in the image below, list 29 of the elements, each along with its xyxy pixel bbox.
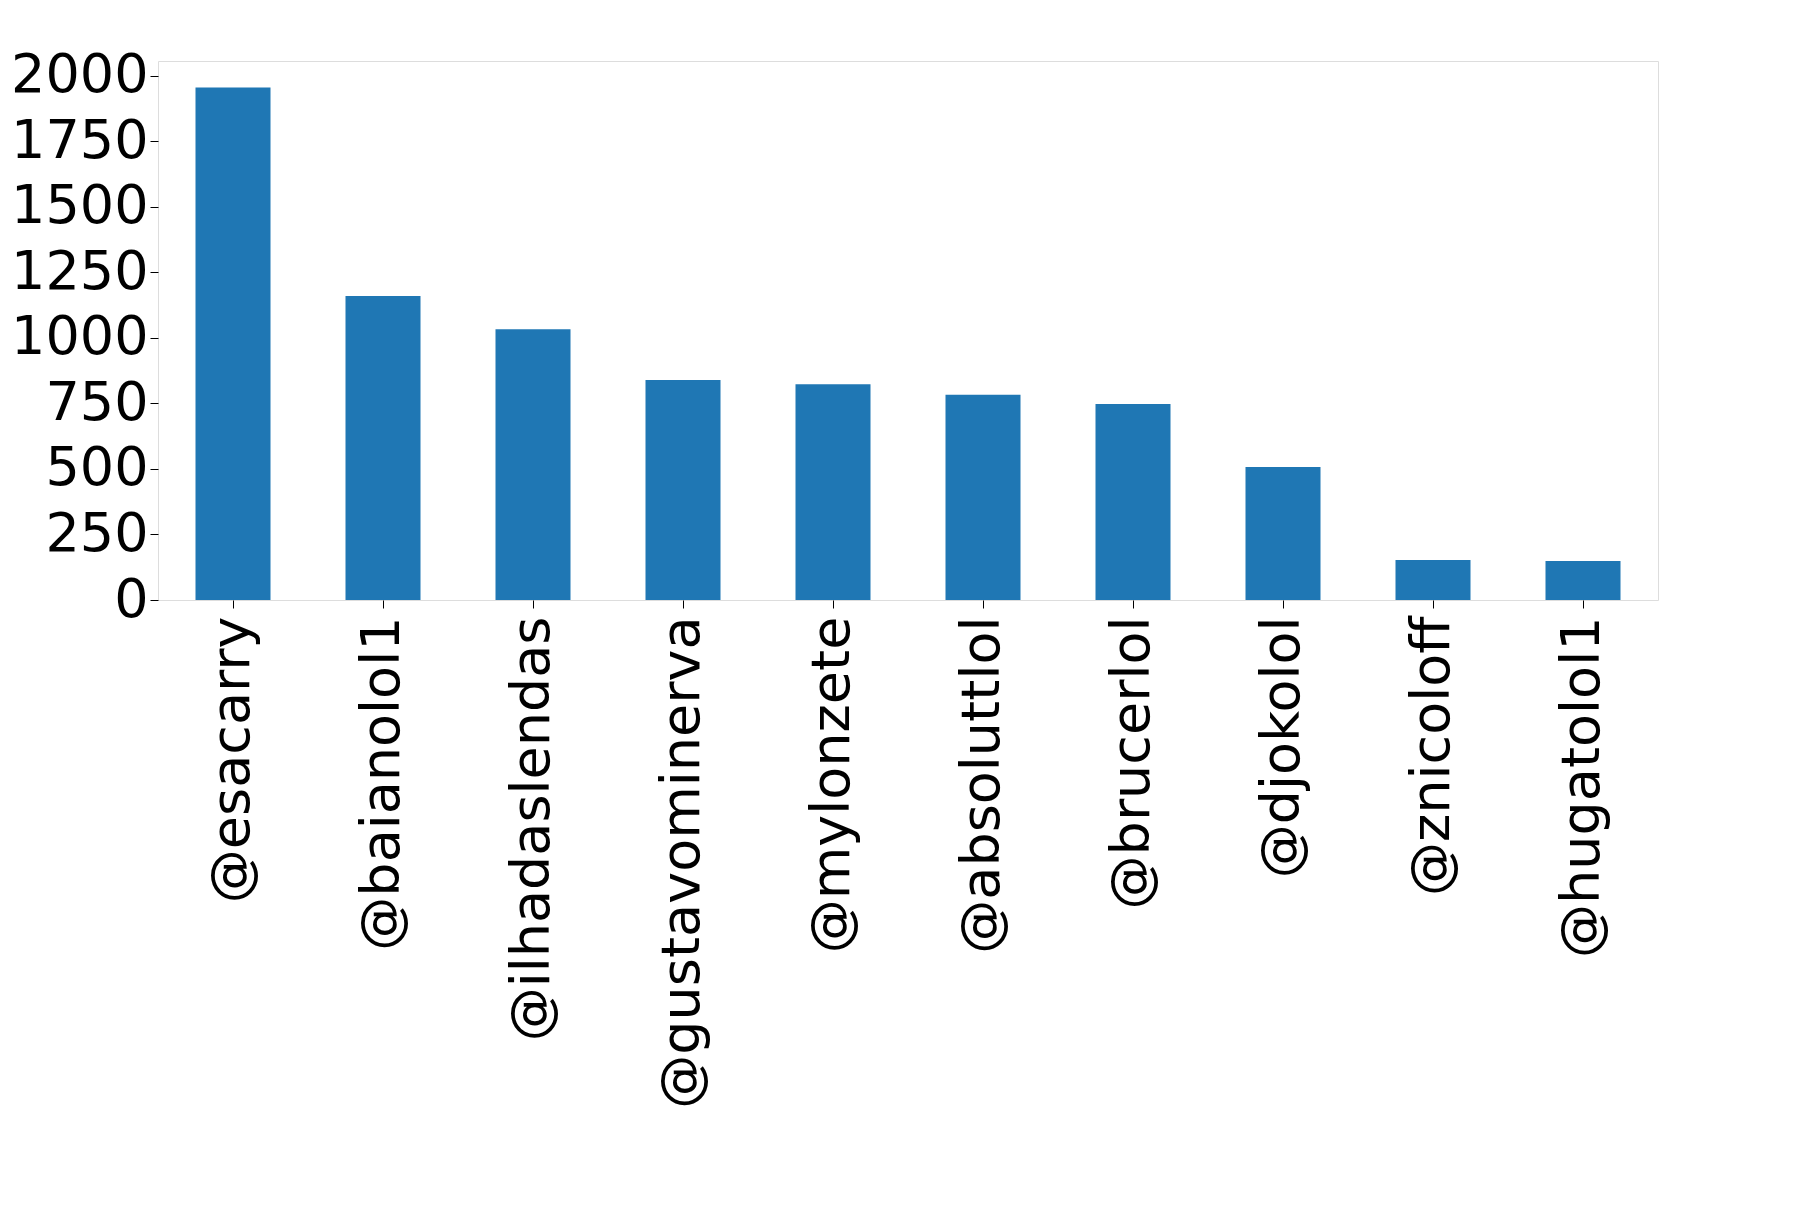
y-tick-label: 2000	[11, 42, 149, 106]
x-tick-label: @absoluttlol	[949, 616, 1012, 954]
y-tick-label: 1750	[11, 107, 149, 171]
x-tick-label: @znicoloff	[1399, 614, 1462, 897]
x-tick-label: @hugatolol1	[1549, 616, 1612, 958]
bar	[495, 329, 571, 600]
bar	[795, 384, 871, 600]
x-tick-label: @brucerlol	[1099, 616, 1162, 910]
bar	[1395, 559, 1471, 600]
y-tick-label: 250	[45, 500, 149, 564]
bar	[1245, 466, 1321, 600]
bar	[195, 87, 271, 600]
x-tick-label: @gustavominerva	[649, 616, 712, 1109]
bar	[1545, 560, 1621, 600]
y-tick-label: 1500	[11, 173, 149, 237]
bar	[645, 379, 721, 600]
x-tick-label: @baianolol1	[349, 616, 412, 951]
y-tick-label: 0	[114, 566, 149, 630]
x-tick-label: @esacarry	[199, 616, 262, 904]
y-tick-label: 500	[45, 435, 149, 499]
bar	[345, 296, 421, 600]
y-tick-label: 750	[45, 369, 149, 433]
bar	[945, 394, 1021, 600]
x-tick-label: @djokolol	[1249, 616, 1312, 879]
x-tick-label: @ilhadaslendas	[499, 616, 562, 1042]
bar	[1095, 404, 1171, 600]
x-tick-label: @mylonzete	[799, 616, 862, 954]
y-tick-label: 1250	[11, 238, 149, 302]
y-tick-label: 1000	[11, 304, 149, 368]
